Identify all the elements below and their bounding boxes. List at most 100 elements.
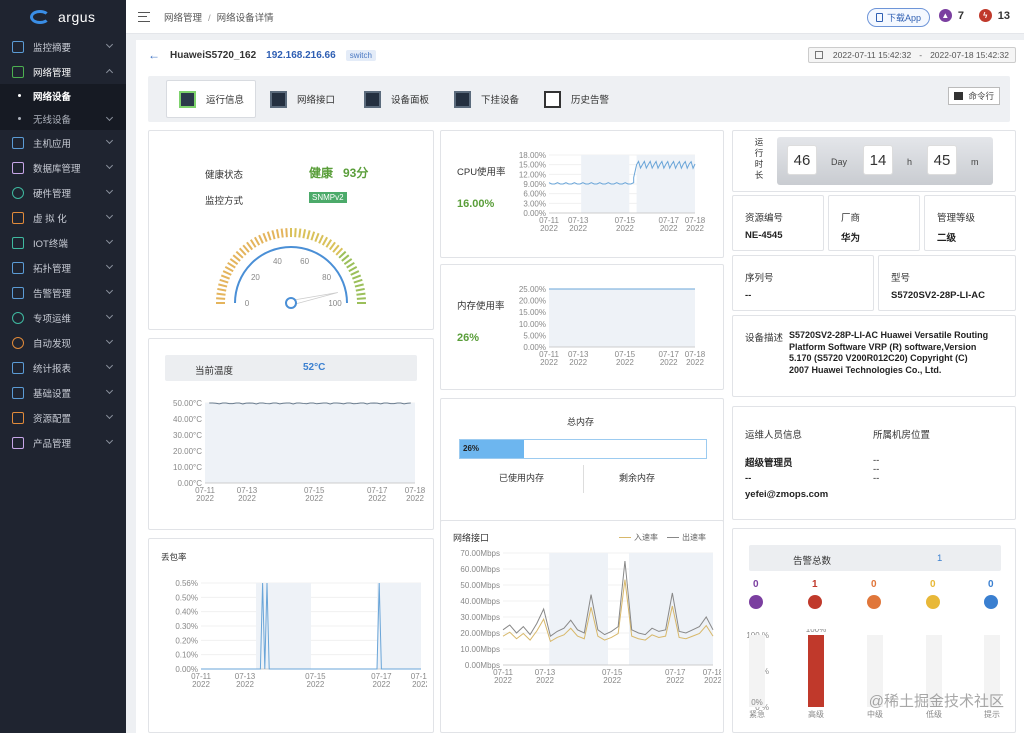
breadcrumb-item: 网络设备详情 bbox=[216, 12, 274, 24]
app-name: argus bbox=[58, 9, 96, 25]
tab-alarm-history[interactable]: 历史告警 bbox=[532, 80, 624, 118]
gauge-tick bbox=[220, 274, 231, 280]
y-tick-label: 3.00% bbox=[523, 199, 546, 208]
memory-card: 内存使用率 26% 25.00% 20.00% 15.00% 10.00% 5.00% 0… bbox=[440, 264, 724, 390]
y-tick-label: 20.00% bbox=[519, 297, 546, 306]
chevron-down-icon bbox=[105, 336, 114, 345]
date-range-picker[interactable]: 2022-07-11 15:42:32 - 2022-07-18 15:42:3… bbox=[807, 47, 1016, 63]
free-memory-label: 剩余内存 bbox=[619, 473, 656, 483]
gauge-tick-label: 20 bbox=[251, 273, 260, 282]
logo-icon bbox=[30, 10, 50, 24]
dashboard-icon bbox=[12, 40, 24, 53]
sidebar-subitem-network-devices[interactable]: 网络设备 bbox=[0, 84, 126, 107]
sidebar-item-virtualization[interactable]: 虚 拟 化 bbox=[0, 205, 126, 230]
sidebar-item-label: 自动发现 bbox=[33, 338, 72, 350]
y-tick-label: 18.00% bbox=[519, 151, 546, 160]
used-memory-label: 已使用内存 bbox=[499, 473, 545, 483]
y-tick-label: 40.00Mbps bbox=[460, 597, 500, 606]
device-ip: 192.168.216.66 bbox=[266, 49, 336, 61]
y-tick-label: 70.00Mbps bbox=[460, 549, 500, 558]
gauge-tick bbox=[314, 232, 320, 243]
gauge-tick-label: 80 bbox=[322, 273, 331, 282]
x-tick-year: 2022 bbox=[603, 676, 621, 685]
gauge-tick bbox=[350, 270, 360, 276]
y-tick-label: 20.00Mbps bbox=[460, 629, 500, 638]
sidebar-item-products[interactable]: 产品管理 bbox=[0, 430, 126, 455]
alarm-level-icon bbox=[867, 595, 881, 609]
gauge-tick bbox=[227, 261, 236, 269]
app-logo[interactable]: argus bbox=[0, 0, 126, 34]
runtime-hour-unit: h bbox=[907, 157, 913, 167]
x-tick-year: 2022 bbox=[412, 680, 427, 689]
sidebar-item-topology[interactable]: 拓扑管理 bbox=[0, 255, 126, 280]
sidebar-item-reports[interactable]: 统计报表 bbox=[0, 355, 126, 380]
level-cell: 管理等级 二级 bbox=[924, 195, 1016, 251]
download-app-button[interactable]: 下载App bbox=[866, 8, 930, 27]
model-cell: 型号 S5720SV2-28P-LI-AC bbox=[878, 255, 1016, 311]
sidebar-subitem-wireless[interactable]: 无线设备 bbox=[0, 107, 126, 130]
sidebar: argus 监控摘要 网络管理 网络设备 无线设备 主机应用 数据库管理 硬件管… bbox=[0, 0, 126, 733]
cpu-card: CPU使用率 16.00% 18.00% 15.00% 12.00% 9.00% 6.0… bbox=[440, 130, 724, 258]
sidebar-item-hardware[interactable]: 硬件管理 bbox=[0, 180, 126, 205]
x-tick-label: 07-17 bbox=[665, 668, 686, 677]
sidebar-item-iot[interactable]: IOT终端 bbox=[0, 230, 126, 255]
sidebar-item-resources[interactable]: 资源配置 bbox=[0, 405, 126, 430]
x-tick-year: 2022 bbox=[373, 680, 391, 689]
x-tick-label: 07-17 bbox=[371, 672, 392, 681]
tab-network-interface[interactable]: 网络接口 bbox=[258, 80, 350, 118]
tab-label: 设备面板 bbox=[391, 95, 430, 106]
sidebar-item-monitor-summary[interactable]: 监控摘要 bbox=[0, 34, 126, 59]
x-tick-year: 2022 bbox=[307, 680, 325, 689]
sidebar-item-network[interactable]: 网络管理 bbox=[0, 59, 126, 84]
x-tick-label: 07-15 bbox=[615, 350, 636, 359]
x-tick-year: 2022 bbox=[616, 358, 634, 367]
sidebar-item-label: 专项运维 bbox=[33, 313, 72, 325]
vendor-cell: 厂商 华为 bbox=[828, 195, 920, 251]
chevron-down-icon bbox=[105, 261, 114, 270]
x-tick-year: 2022 bbox=[236, 680, 254, 689]
command-line-button[interactable]: 命令行 bbox=[948, 87, 1000, 105]
breadcrumb-item[interactable]: 网络管理 bbox=[164, 12, 203, 24]
x-tick-year: 2022 bbox=[406, 494, 424, 503]
sidebar-item-host[interactable]: 主机应用 bbox=[0, 130, 126, 155]
x-tick-year: 2022 bbox=[569, 358, 587, 367]
y-tick-label: 0.56% bbox=[175, 579, 198, 588]
settings-icon bbox=[12, 386, 24, 399]
runtime-hours: 14 bbox=[863, 145, 893, 175]
gauge-tick bbox=[332, 244, 340, 253]
alarm-level-icon bbox=[926, 595, 940, 609]
x-tick-label: 07-13 bbox=[237, 486, 258, 495]
watermark: @稀土掘金技术社区 bbox=[868, 693, 1004, 710]
warning-icon bbox=[544, 90, 561, 108]
gauge-tick bbox=[262, 232, 268, 243]
urgent-alert-count[interactable]: ▲ 7 bbox=[938, 9, 964, 22]
alarm-bar-track bbox=[926, 635, 942, 707]
x-tick-year: 2022 bbox=[660, 224, 678, 233]
report-icon bbox=[12, 361, 24, 374]
sidebar-item-alarm[interactable]: 告警管理 bbox=[0, 280, 126, 305]
chart-band bbox=[377, 583, 421, 669]
high-alert-count[interactable]: ϟ 13 bbox=[978, 9, 1010, 22]
temperature-value: 52°C bbox=[303, 362, 326, 373]
gauge-tick bbox=[280, 228, 284, 238]
x-tick-label: 07-13 bbox=[535, 668, 556, 677]
memory-progress-bar: 26% bbox=[459, 439, 707, 459]
x-tick-year: 2022 bbox=[569, 224, 587, 233]
gauge-tick bbox=[266, 231, 272, 241]
sidebar-item-special-ops[interactable]: 专项运维 bbox=[0, 305, 126, 330]
x-tick-year: 2022 bbox=[540, 224, 558, 233]
sidebar-item-settings[interactable]: 基础设置 bbox=[0, 380, 126, 405]
sidebar-item-label: 资源配置 bbox=[33, 413, 72, 425]
tab-device-panel[interactable]: 设备面板 bbox=[352, 80, 444, 118]
cpu-chart: 18.00%15.00%12.00%9.00%6.00%3.00%0.00%07… bbox=[519, 151, 706, 233]
sidebar-item-discovery[interactable]: 自动发现 bbox=[0, 330, 126, 355]
sidebar-item-database[interactable]: 数据库管理 bbox=[0, 155, 126, 180]
gauge-tick bbox=[328, 241, 336, 251]
gauge-tick bbox=[271, 230, 276, 240]
menu-toggle-icon[interactable] bbox=[138, 11, 150, 22]
gauge-tick bbox=[285, 228, 288, 238]
tab-attached-devices[interactable]: 下挂设备 bbox=[442, 80, 534, 118]
monitor-method-badge: SNMPv2 bbox=[309, 192, 347, 203]
back-arrow-icon[interactable]: ← bbox=[148, 48, 160, 62]
tab-runtime-info[interactable]: 运行信息 bbox=[166, 80, 256, 118]
